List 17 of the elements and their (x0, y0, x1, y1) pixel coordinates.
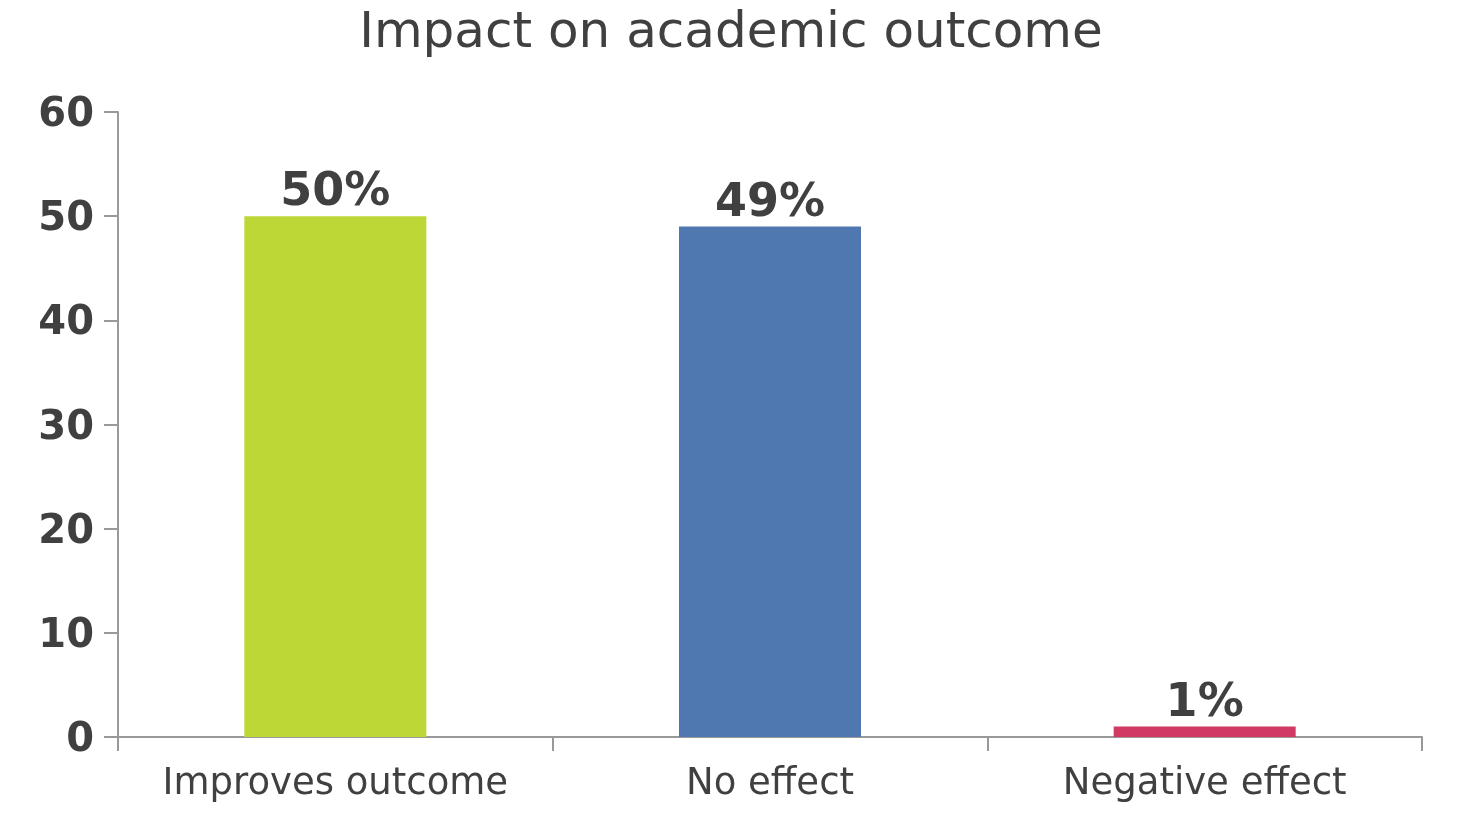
y-tick-label: 60 (38, 89, 94, 135)
y-tick-label: 40 (38, 297, 94, 344)
y-tick-label: 0 (66, 714, 94, 760)
bar (1113, 726, 1296, 737)
data-label: 49% (714, 172, 826, 227)
bar (679, 226, 861, 737)
y-tick-label: 30 (38, 401, 94, 448)
x-tick-label: Improves outcome (162, 760, 509, 803)
x-tick-label: Negative effect (1062, 760, 1347, 803)
y-tick-label: 50 (38, 193, 94, 240)
bar (244, 216, 427, 737)
y-tick-label: 10 (38, 609, 94, 656)
data-label: 1% (1165, 672, 1244, 727)
chart-title: Impact on academic outcome (359, 1, 1103, 59)
data-label: 50% (280, 162, 391, 217)
y-tick-label: 20 (38, 505, 94, 552)
x-tick-label: No effect (686, 760, 854, 803)
